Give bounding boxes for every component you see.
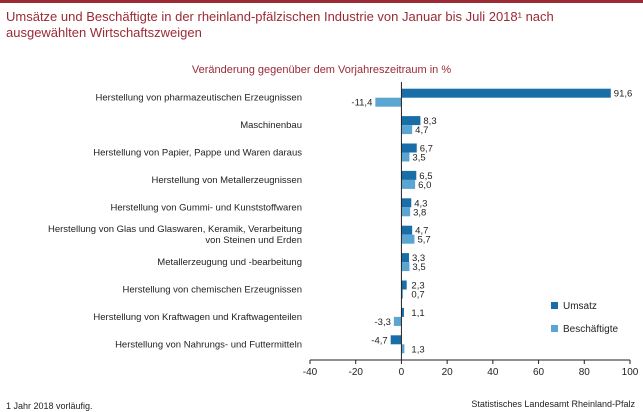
umsatz-bar [401,116,421,126]
beschaeftigte-bar [401,207,411,217]
category-label: Herstellung von Gummi- und Kunststoffwar… [111,202,303,213]
value-label: 3,5 [412,262,425,273]
bars-layer [375,88,611,354]
value-label: 6,0 [418,180,431,191]
value-label: -4,7 [371,335,387,346]
category-label: Herstellung von Glas und Glaswaren, Kera… [48,224,302,246]
x-tick-label: -20 [348,367,363,378]
beschaeftigte-bar [375,97,402,107]
category-label: Herstellung von Metallerzeugnissen [152,175,303,186]
value-label: -11,4 [351,98,372,109]
beschaeftigte-bar [401,179,416,189]
legend-label: Umsatz [563,301,597,312]
x-tick-label: 80 [579,367,591,378]
beschaeftigte-bar [401,125,413,135]
x-tick-label: 60 [533,367,545,378]
value-label: 3,3 [412,253,425,264]
x-tick-label: 40 [487,367,499,378]
x-tick-label: 20 [442,367,454,378]
umsatz-bar [401,170,417,180]
legend-swatch [551,325,558,332]
source-credit: Statistisches Landesamt Rheinland-Pfalz [471,399,635,409]
value-label: 8,3 [423,116,436,127]
legend-swatch [551,302,558,309]
x-axis: -40 -20 0 20 40 60 80 100 [303,82,639,378]
footnote: 1 Jahr 2018 vorläufig. [6,401,93,411]
beschaeftigte-bar [401,262,410,272]
value-label: 3,5 [412,153,425,164]
value-label: -3,3 [375,317,391,328]
category-label: Metallerzeugung und -bearbeitung [157,257,302,268]
value-labels: 91,6-11,48,34,76,73,56,56,04,33,84,75,73… [351,89,632,356]
category-label: Maschinenbau [240,120,302,131]
beschaeftigte-bar [401,152,410,162]
value-label: 1,3 [411,344,424,355]
category-label: Herstellung von chemischen Erzeugnissen [122,285,302,296]
value-label: 1,1 [411,308,424,319]
chart-subtitle: Veränderung gegenüber dem Vorjahreszeitr… [191,64,452,76]
value-label: 2,3 [411,281,424,292]
value-label: 91,6 [614,89,633,100]
x-tick-label: 0 [399,367,405,378]
umsatz-bar [401,280,407,290]
chart-title: Umsätze und Beschäftigte in der rheinlan… [6,9,554,40]
category-label: Herstellung von Papier, Pappe und Waren … [93,148,302,159]
category-label: Herstellung von Kraftwagen und Kraftwage… [93,312,302,323]
value-label: 5,7 [417,235,430,246]
beschaeftigte-bar [393,316,402,326]
category-labels: Herstellung von pharmazeutischen Erzeugn… [48,93,302,351]
umsatz-bar [401,88,611,98]
umsatz-bar [401,307,404,317]
category-label: Herstellung von pharmazeutischen Erzeugn… [96,93,302,104]
value-label: 4,7 [415,226,428,237]
value-label: 6,5 [419,171,432,182]
umsatz-bar [401,225,413,235]
legend: Umsatz Beschäftigte [551,301,618,335]
value-label: 0,7 [411,290,424,301]
umsatz-bar [401,143,417,153]
beschaeftigte-bar [401,289,404,299]
umsatz-bar [401,198,412,208]
category-label: Herstellung von Nahrungs- und Futtermitt… [115,339,302,350]
legend-label: Beschäftigte [563,324,618,335]
x-tick-label: 100 [622,367,639,378]
value-label: 3,8 [413,207,426,218]
umsatz-bar [390,335,402,345]
beschaeftigte-bar [401,234,415,244]
value-label: 6,7 [420,144,433,155]
value-label: 4,7 [415,125,428,136]
umsatz-bar [401,253,409,263]
beschaeftigte-bar [401,344,405,354]
value-label: 4,3 [414,198,427,209]
top-accent-bar [0,0,643,3]
x-tick-label: -40 [303,367,318,378]
